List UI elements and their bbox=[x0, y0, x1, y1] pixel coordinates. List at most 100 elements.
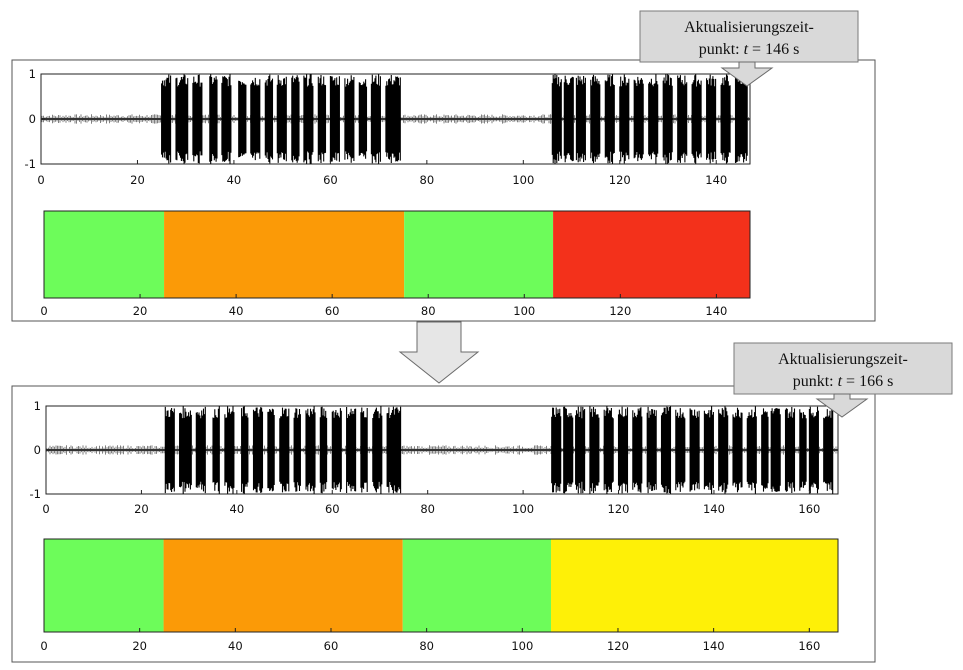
update-callout-top: Aktualisierungszeit- punkt: t = 146 s bbox=[639, 10, 859, 87]
signal-burst bbox=[291, 75, 300, 163]
signal-burst bbox=[761, 408, 769, 492]
signal-burst bbox=[632, 407, 643, 493]
x-tick-label: 120 bbox=[608, 502, 630, 516]
x-tick-label: 120 bbox=[609, 304, 631, 318]
x-tick-label: 60 bbox=[323, 173, 338, 187]
y-tick-label: 0 bbox=[34, 443, 41, 457]
signal-burst bbox=[319, 406, 328, 494]
signal-burst bbox=[224, 406, 235, 494]
x-tick-label: 140 bbox=[703, 639, 725, 653]
x-tick-label: 80 bbox=[419, 639, 434, 653]
signal-burst bbox=[252, 407, 264, 493]
callout-line2-suffix: = 146 s bbox=[748, 41, 799, 58]
signal-burst bbox=[164, 406, 175, 494]
signal-burst bbox=[331, 408, 342, 492]
waveform-chart-bottom: 10-10 20 40 60 80 100 120 140 160 bbox=[30, 399, 839, 516]
signal-burst bbox=[238, 80, 247, 158]
x-tick-label: 140 bbox=[705, 173, 727, 187]
x-tick-label: 120 bbox=[609, 173, 631, 187]
signal-burst bbox=[372, 406, 383, 494]
signal-burst bbox=[677, 75, 688, 163]
y-tick-label: 1 bbox=[34, 399, 41, 413]
x-tick-label: 0 bbox=[40, 304, 47, 318]
signal-burst bbox=[264, 74, 274, 164]
signal-burst bbox=[604, 74, 615, 164]
signal-burst bbox=[784, 407, 796, 493]
callout-variable: t bbox=[744, 41, 749, 58]
status-segment bbox=[44, 211, 165, 298]
callout-pointer-arrow bbox=[815, 393, 869, 418]
callout-box bbox=[639, 10, 859, 63]
signal-burst bbox=[648, 74, 659, 164]
signal-burst bbox=[746, 406, 757, 494]
signal-burst bbox=[293, 408, 301, 492]
status-segment bbox=[551, 539, 838, 632]
y-tick-label: 1 bbox=[29, 67, 36, 81]
callout-line1: Aktualisierungszeit- bbox=[778, 351, 908, 368]
signal-burst bbox=[276, 75, 287, 163]
signal-burst bbox=[221, 74, 232, 164]
signal-burst bbox=[241, 406, 249, 494]
x-tick-label: 20 bbox=[132, 639, 147, 653]
x-tick-label: 100 bbox=[512, 173, 534, 187]
bar-outline bbox=[43, 210, 751, 299]
x-tick-label: 80 bbox=[421, 304, 436, 318]
signal-burst bbox=[386, 406, 402, 494]
update-callout-bottom: Aktualisierungszeit- punkt: t = 166 s bbox=[733, 342, 953, 418]
signal-burst bbox=[660, 406, 672, 494]
signal-burst bbox=[799, 409, 807, 491]
status-segment bbox=[402, 539, 552, 632]
x-tick-label: 60 bbox=[324, 639, 339, 653]
callout-line2-suffix: = 166 s bbox=[842, 373, 893, 390]
callout-line2: punkt: t = 166 s bbox=[793, 373, 894, 390]
x-tick-label: 160 bbox=[798, 502, 820, 516]
signal-burst bbox=[808, 406, 819, 494]
signal-burst bbox=[706, 74, 717, 164]
x-tick-label: 140 bbox=[705, 304, 727, 318]
signal-burst bbox=[720, 74, 731, 164]
signal-burst bbox=[279, 407, 290, 493]
callout-pointer-arrow bbox=[720, 61, 774, 87]
status-segment bbox=[163, 539, 403, 632]
x-tick-label: 40 bbox=[230, 502, 245, 516]
signal-burst bbox=[305, 406, 316, 494]
status-segment bbox=[553, 211, 750, 298]
x-tick-label: 160 bbox=[798, 639, 820, 653]
signal-burst bbox=[385, 75, 401, 163]
signal-burst bbox=[563, 406, 574, 494]
signal-burst bbox=[590, 74, 601, 164]
callout-line1: Aktualisierungszeit- bbox=[684, 19, 814, 36]
callout-line2-prefix: punkt: bbox=[793, 373, 838, 390]
y-tick-label: 0 bbox=[29, 112, 36, 126]
signal-burst bbox=[589, 406, 600, 494]
signal-burst bbox=[619, 74, 630, 164]
signal-burst bbox=[617, 406, 629, 494]
signal-burst bbox=[823, 406, 834, 494]
signal-burst bbox=[675, 408, 686, 492]
x-tick-label: 120 bbox=[607, 639, 629, 653]
x-tick-label: 60 bbox=[325, 304, 340, 318]
signal-burst bbox=[770, 408, 781, 492]
signal-burst bbox=[575, 75, 586, 163]
signal-burst bbox=[603, 406, 614, 494]
signal-burst bbox=[718, 406, 729, 494]
signal-burst bbox=[370, 74, 381, 164]
signal-burst bbox=[346, 407, 357, 493]
transition-arrow bbox=[398, 321, 480, 384]
signal-burst bbox=[360, 407, 368, 493]
signal-burst bbox=[551, 74, 562, 164]
signal-burst bbox=[317, 75, 327, 163]
signal-burst bbox=[250, 77, 261, 161]
x-tick-label: 20 bbox=[130, 173, 145, 187]
signal-burst bbox=[691, 74, 702, 164]
x-tick-label: 0 bbox=[37, 173, 44, 187]
x-tick-label: 100 bbox=[512, 502, 534, 516]
x-tick-label: 40 bbox=[228, 639, 243, 653]
x-tick-label: 0 bbox=[40, 639, 47, 653]
signal-burst bbox=[329, 76, 340, 162]
x-tick-label: 140 bbox=[703, 502, 725, 516]
signal-burst bbox=[689, 408, 700, 492]
status-segment bbox=[164, 211, 405, 298]
signal-burst bbox=[303, 74, 314, 164]
x-tick-label: 80 bbox=[420, 502, 435, 516]
